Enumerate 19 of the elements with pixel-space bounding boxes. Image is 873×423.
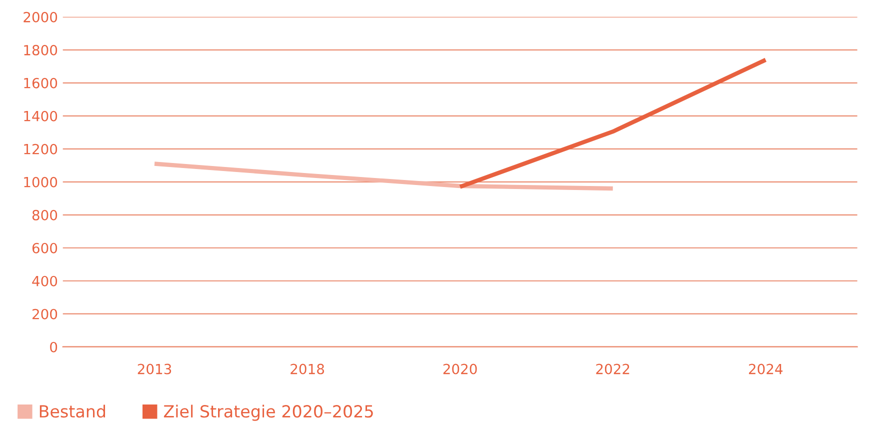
- y-tick-label: 0: [50, 342, 58, 352]
- line-series: [152, 162, 615, 191]
- x-tick-label: 2018: [290, 364, 324, 374]
- x-tick-label: 2020: [443, 364, 477, 374]
- y-tick-label: 1800: [24, 44, 58, 56]
- x-tick-label: 2013: [138, 364, 172, 374]
- y-tick-label: 1200: [24, 144, 58, 154]
- x-tick-label: 2022: [596, 364, 630, 374]
- legend-label: Ziel Strategie 2020–2025: [164, 404, 373, 421]
- y-tick-label: 2000: [24, 12, 58, 22]
- y-tick-label: 1000: [24, 176, 58, 188]
- legend-label: Bestand: [40, 404, 106, 418]
- y-tick-label: 400: [32, 276, 58, 286]
- x-tick-label: 2024: [748, 364, 783, 374]
- y-tick-label: 600: [32, 242, 58, 254]
- y-tick-label: 1600: [24, 78, 58, 88]
- y-tick-label: 200: [32, 308, 58, 320]
- y-tick-label: 1400: [24, 110, 58, 122]
- y-tick-label: 800: [32, 210, 58, 220]
